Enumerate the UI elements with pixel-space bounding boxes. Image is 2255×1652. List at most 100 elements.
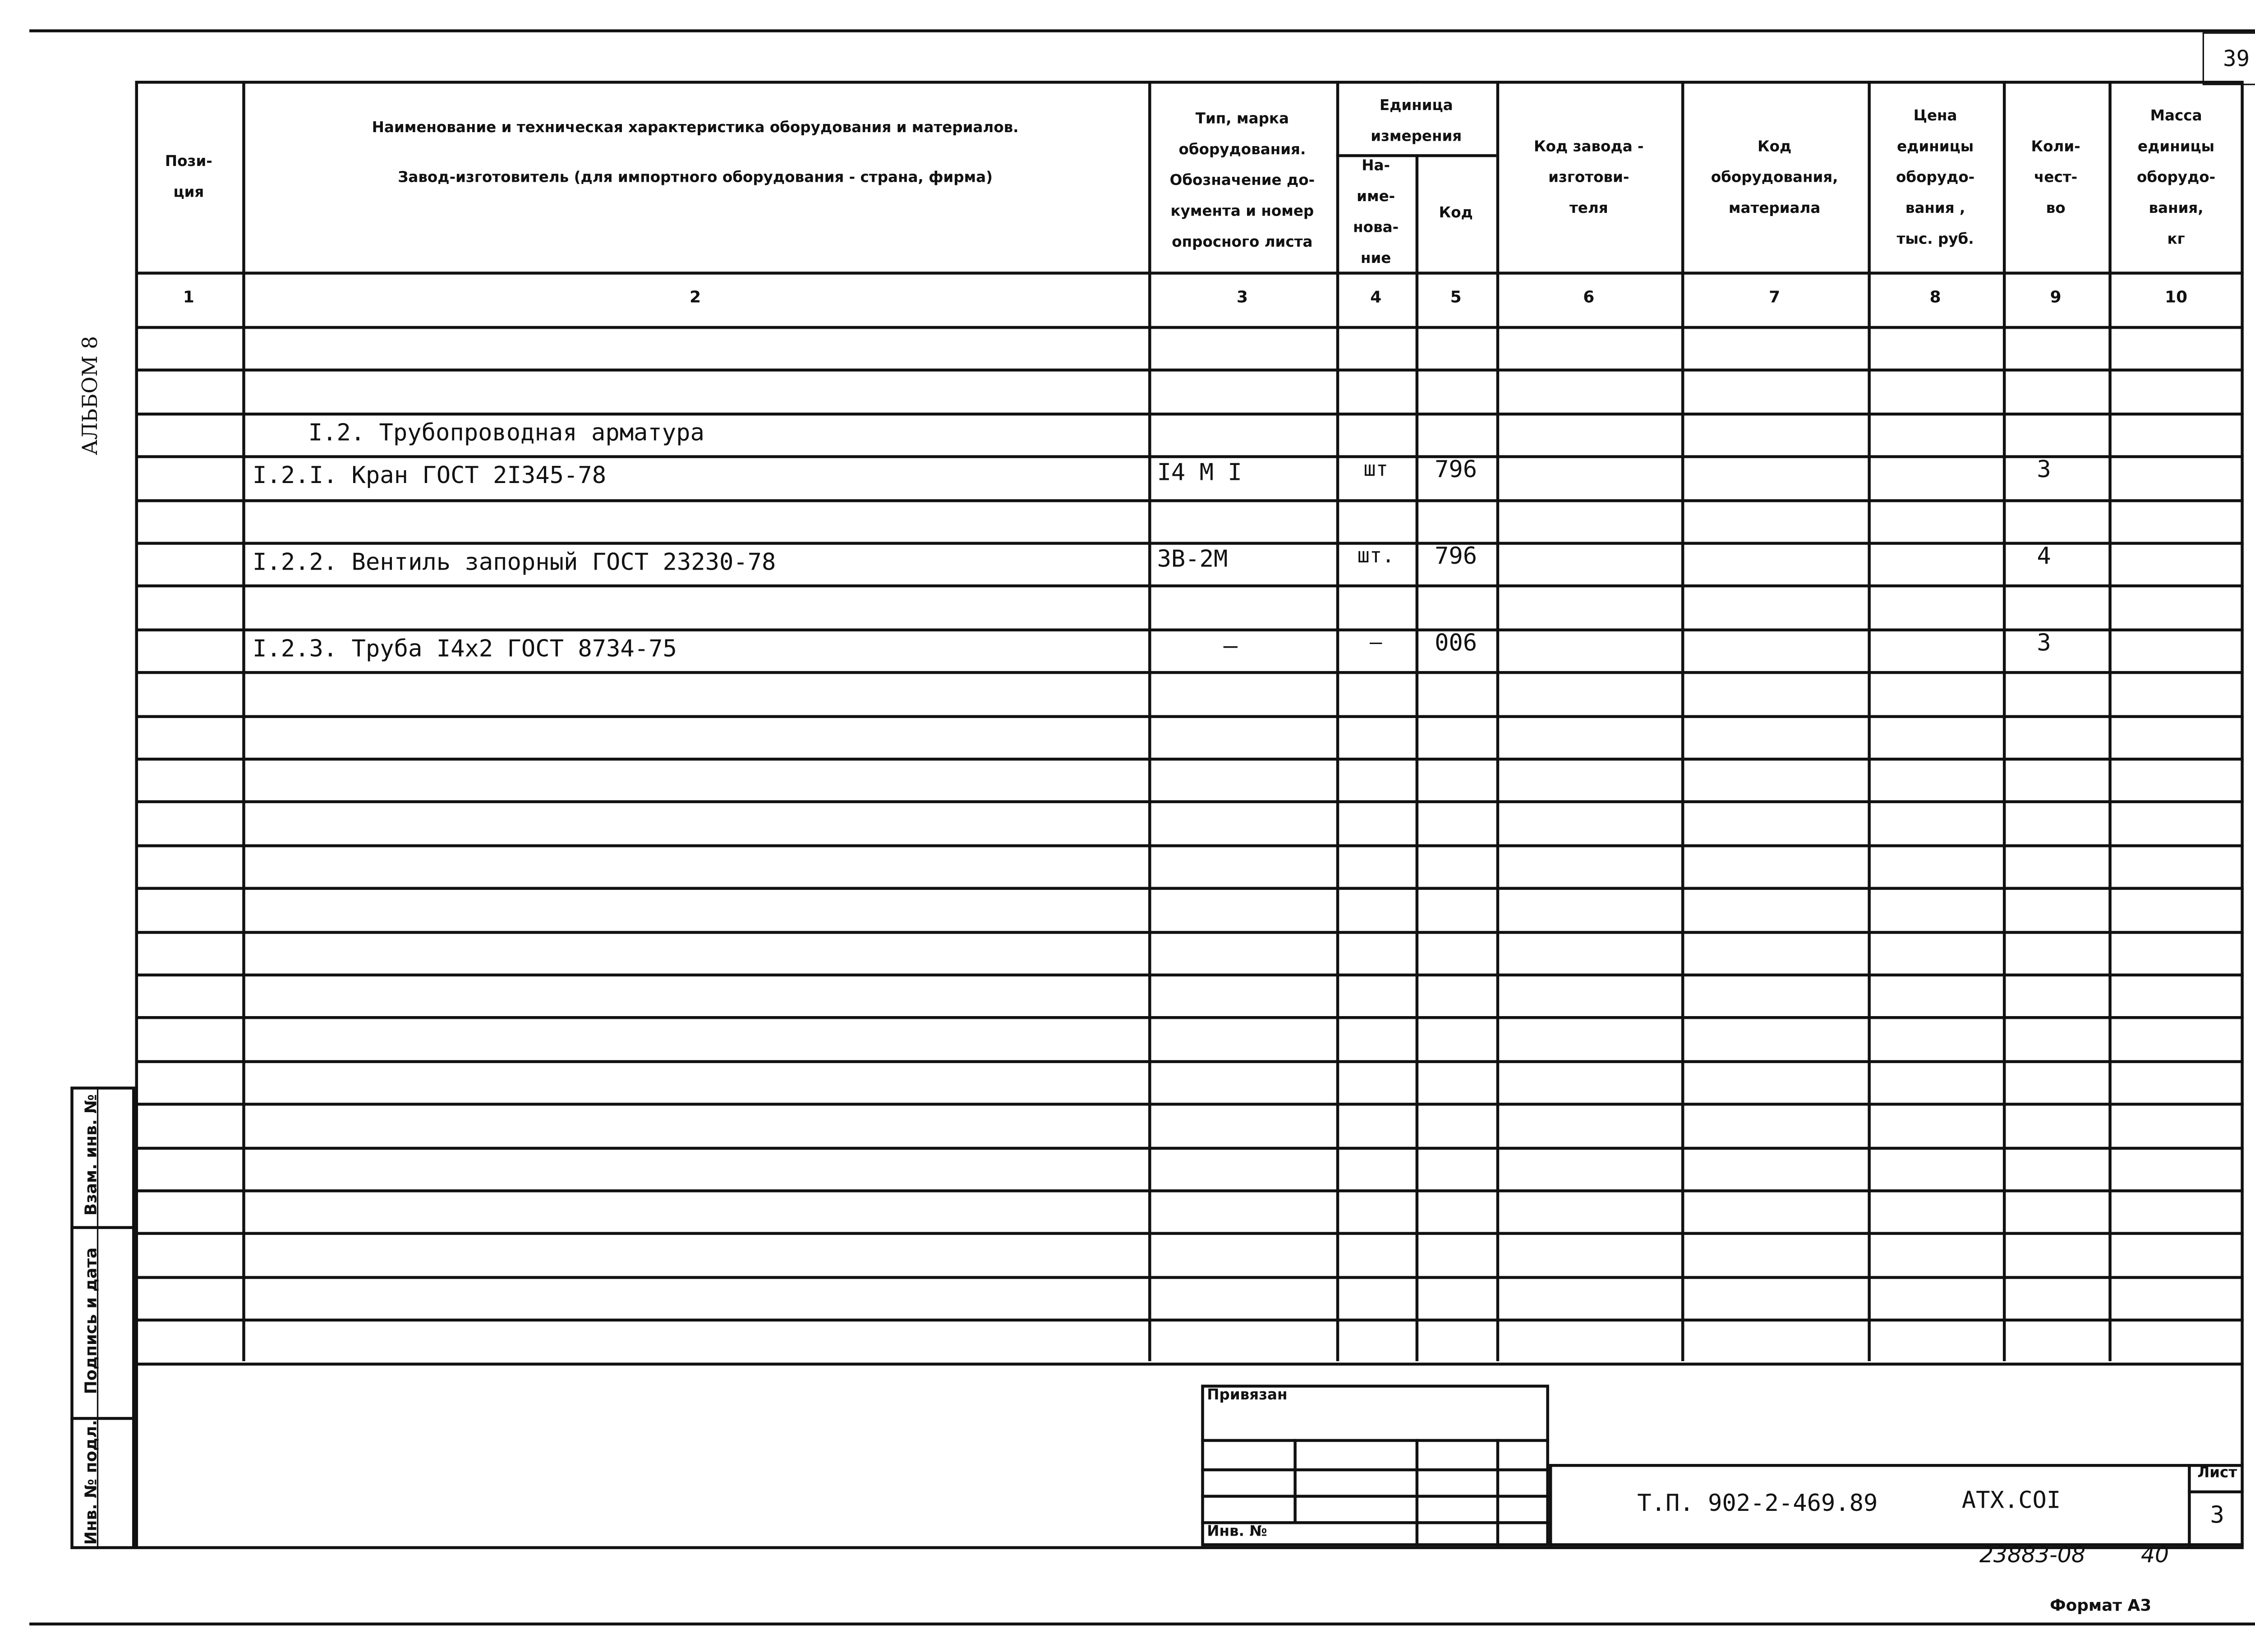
header-bottom-line xyxy=(135,271,2244,275)
sheet-box-line xyxy=(2188,1490,2244,1494)
row-line xyxy=(135,714,2244,718)
row-line xyxy=(135,757,2244,761)
binding-line xyxy=(1201,1439,1549,1442)
row-unit: шт xyxy=(1363,458,1389,482)
column-number: 4 xyxy=(1370,288,1382,307)
header-text: кг xyxy=(2167,231,2185,248)
header-text: оборудования, xyxy=(1711,170,1838,186)
binding-vline xyxy=(1293,1439,1297,1522)
column-line xyxy=(2002,81,2006,1362)
binding-inv-label: Инв. № xyxy=(1207,1524,1267,1541)
row-line xyxy=(135,1232,2244,1236)
header-text: Наименование и техническая характеристик… xyxy=(372,120,1019,137)
column-line xyxy=(1148,81,1151,1362)
left-stamp-line xyxy=(70,1226,135,1229)
binding-stamp xyxy=(1201,1385,1549,1546)
header-text: измерения xyxy=(1371,128,1462,145)
header-text: кумента и номер xyxy=(1170,204,1314,221)
header-text: Цена xyxy=(1913,108,1957,124)
column-line xyxy=(1496,81,1500,1362)
header-text: вания , xyxy=(1905,200,1965,217)
header-equipment-code: Код оборудования, материала xyxy=(1681,84,1868,272)
row-name: I.2.3. Труба I4x2 ГОСТ 8734-75 xyxy=(252,634,677,662)
row-unit-code: 796 xyxy=(1435,542,1477,570)
header-text: оборудо- xyxy=(2137,170,2216,186)
row-line xyxy=(135,542,2244,545)
row-unit-code: 006 xyxy=(1435,628,1477,656)
header-text: оборудования. xyxy=(1178,142,1306,159)
header-price: Цена единицы оборудо-вания , тыс. руб. xyxy=(1868,84,2003,272)
header-text: нова- xyxy=(1353,220,1399,237)
column-number: 3 xyxy=(1236,288,1248,307)
left-stamp xyxy=(70,1086,135,1549)
column-number: 1 xyxy=(183,288,194,307)
row-unit: шт. xyxy=(1357,544,1394,568)
row-line xyxy=(135,455,2244,459)
row-name: I.2.I. Кран ГОСТ 2I345-78 xyxy=(252,461,607,489)
unit-group-line xyxy=(1336,154,1496,157)
column-number: 8 xyxy=(1929,288,1941,307)
row-line xyxy=(135,671,2244,675)
outer-frame-bottom xyxy=(29,1622,2255,1626)
album-label: АЛЬБОМ 8 xyxy=(79,336,103,456)
header-unit-group: Единица измерения xyxy=(1336,88,1496,154)
archive-page: 40 xyxy=(2140,1542,2169,1569)
header-text: опросного листа xyxy=(1172,235,1313,251)
header-text: Единица xyxy=(1379,97,1453,114)
header-text: чест- xyxy=(2034,170,2078,186)
row-line xyxy=(135,585,2244,588)
header-text: Код завода - xyxy=(1533,138,1644,155)
doc-code: Т.П. 902-2-469.89 xyxy=(1637,1489,1878,1517)
header-type: Тип, марка оборудования. Обозначение до-ку… xyxy=(1148,91,1336,271)
format-label: Формат А3 xyxy=(2050,1596,2152,1615)
inv-orig-label: Инв. № подл. xyxy=(81,1420,101,1545)
column-line xyxy=(1681,81,1684,1362)
binding-vline xyxy=(1415,1439,1419,1546)
column-number: 10 xyxy=(2165,288,2188,307)
row-line xyxy=(135,1103,2244,1106)
row-quantity: 4 xyxy=(2037,542,2051,570)
binding-vline xyxy=(1496,1439,1500,1546)
header-unit-name: На-име-нова-ние xyxy=(1336,154,1416,271)
row-line xyxy=(135,412,2244,415)
column-number: 2 xyxy=(690,288,701,307)
row-type: – xyxy=(1223,631,1238,659)
title-block xyxy=(1549,1464,2244,1546)
row-line xyxy=(135,1146,2244,1149)
header-text: На- xyxy=(1362,158,1390,175)
row-name: I.2.2. Вентиль запорный ГОСТ 23230-78 xyxy=(252,548,776,576)
row-line xyxy=(135,973,2244,977)
row-unit-code: 796 xyxy=(1435,455,1477,483)
row-line xyxy=(135,1319,2244,1322)
column-number: 7 xyxy=(1769,288,1781,307)
column-number: 5 xyxy=(1450,288,1462,307)
header-unit-code: Код xyxy=(1416,154,1496,271)
sheet-box-divider xyxy=(2188,1464,2191,1546)
unit-group-mask xyxy=(1414,83,1420,154)
header-factory-code: Код завода - изготови-теля xyxy=(1496,84,1681,272)
header-text: единицы xyxy=(1897,138,1974,155)
row-line xyxy=(135,1189,2244,1192)
row-line xyxy=(135,369,2244,372)
row-line xyxy=(135,801,2244,804)
row-line xyxy=(135,1060,2244,1063)
binding-title: Привязан xyxy=(1207,1387,1288,1404)
row-type: I4 М I xyxy=(1157,458,1242,487)
header-text: Масса xyxy=(2150,108,2202,124)
header-text: ция xyxy=(173,185,204,202)
column-line xyxy=(1415,81,1419,1362)
binding-line xyxy=(1201,1495,1549,1498)
header-text: Тип, марка xyxy=(1195,111,1289,128)
header-text: име- xyxy=(1357,189,1395,206)
sheet-number-top: 39 xyxy=(2202,32,2255,85)
column-number: 6 xyxy=(1583,288,1595,307)
column-line xyxy=(242,81,245,1362)
header-text: материала xyxy=(1728,200,1821,217)
header-position: Пози-ция xyxy=(135,84,243,272)
outer-frame-top xyxy=(29,29,2255,32)
header-text: вания, xyxy=(2149,200,2204,217)
column-line xyxy=(2108,81,2112,1362)
header-quantity: Коли-чест-во xyxy=(2003,84,2108,272)
row-type: 3В-2М xyxy=(1157,544,1228,573)
